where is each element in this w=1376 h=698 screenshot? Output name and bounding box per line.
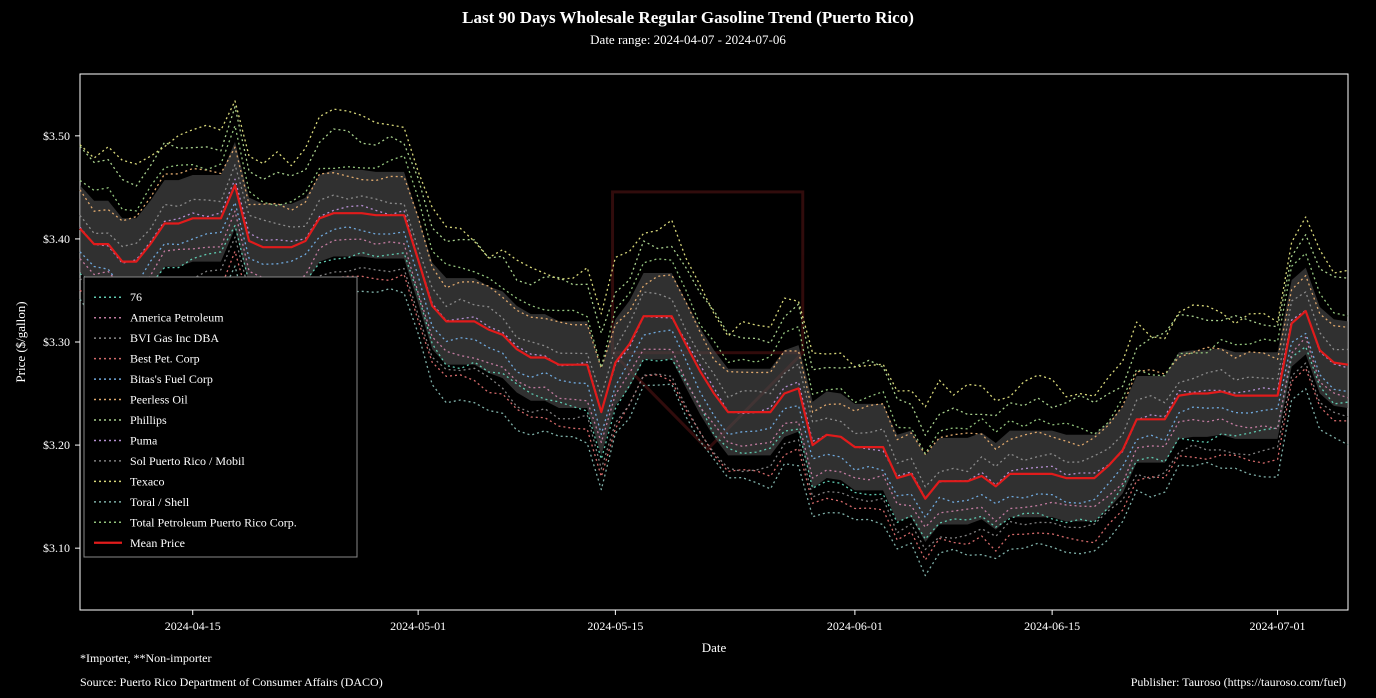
- svg-text:Phillips: Phillips: [130, 413, 167, 427]
- svg-text:Best Pet. Corp: Best Pet. Corp: [130, 352, 200, 366]
- svg-text:Sol Puerto Rico / Mobil: Sol Puerto Rico / Mobil: [130, 454, 245, 468]
- svg-text:2024-06-01: 2024-06-01: [827, 619, 883, 633]
- line-chart: $3.10 $3.20 $3.30 $3.40 $3.50 2024-04-15 2024-…: [0, 0, 1376, 698]
- svg-text:Price ($/gallon): Price ($/gallon): [13, 301, 28, 382]
- svg-text:Total Petroleum Puerto Rico Co: Total Petroleum Puerto Rico Corp.: [130, 515, 297, 529]
- svg-text:$3.30: $3.30: [43, 335, 70, 349]
- svg-text:$3.50: $3.50: [43, 129, 70, 143]
- svg-text:Bitas's Fuel Corp: Bitas's Fuel Corp: [130, 372, 213, 386]
- svg-text:Toral / Shell: Toral / Shell: [130, 495, 190, 509]
- svg-text:$3.40: $3.40: [43, 232, 70, 246]
- svg-text:2024-07-01: 2024-07-01: [1250, 619, 1306, 633]
- publisher-text: Publisher: Tauroso (https://tauroso.com/…: [0, 675, 1346, 690]
- svg-text:BVI Gas Inc DBA: BVI Gas Inc DBA: [130, 331, 219, 345]
- svg-text:Peerless Oil: Peerless Oil: [130, 393, 188, 407]
- svg-text:2024-05-15: 2024-05-15: [587, 619, 643, 633]
- svg-text:$3.20: $3.20: [43, 438, 70, 452]
- svg-text:2024-04-15: 2024-04-15: [165, 619, 221, 633]
- svg-text:76: 76: [130, 290, 142, 304]
- svg-text:America Petroleum: America Petroleum: [130, 311, 224, 325]
- svg-text:$3.10: $3.10: [43, 541, 70, 555]
- chart-subtitle: Date range: 2024-04-07 - 2024-07-06: [0, 32, 1376, 48]
- svg-text:Texaco: Texaco: [130, 474, 164, 488]
- svg-text:2024-06-15: 2024-06-15: [1024, 619, 1080, 633]
- svg-text:Puma: Puma: [130, 433, 158, 447]
- chart-title: Last 90 Days Wholesale Regular Gasoline …: [0, 8, 1376, 28]
- svg-text:2024-05-01: 2024-05-01: [390, 619, 446, 633]
- svg-text:Mean Price: Mean Price: [130, 536, 185, 550]
- footnote: *Importer, **Non-importer: [80, 651, 1376, 666]
